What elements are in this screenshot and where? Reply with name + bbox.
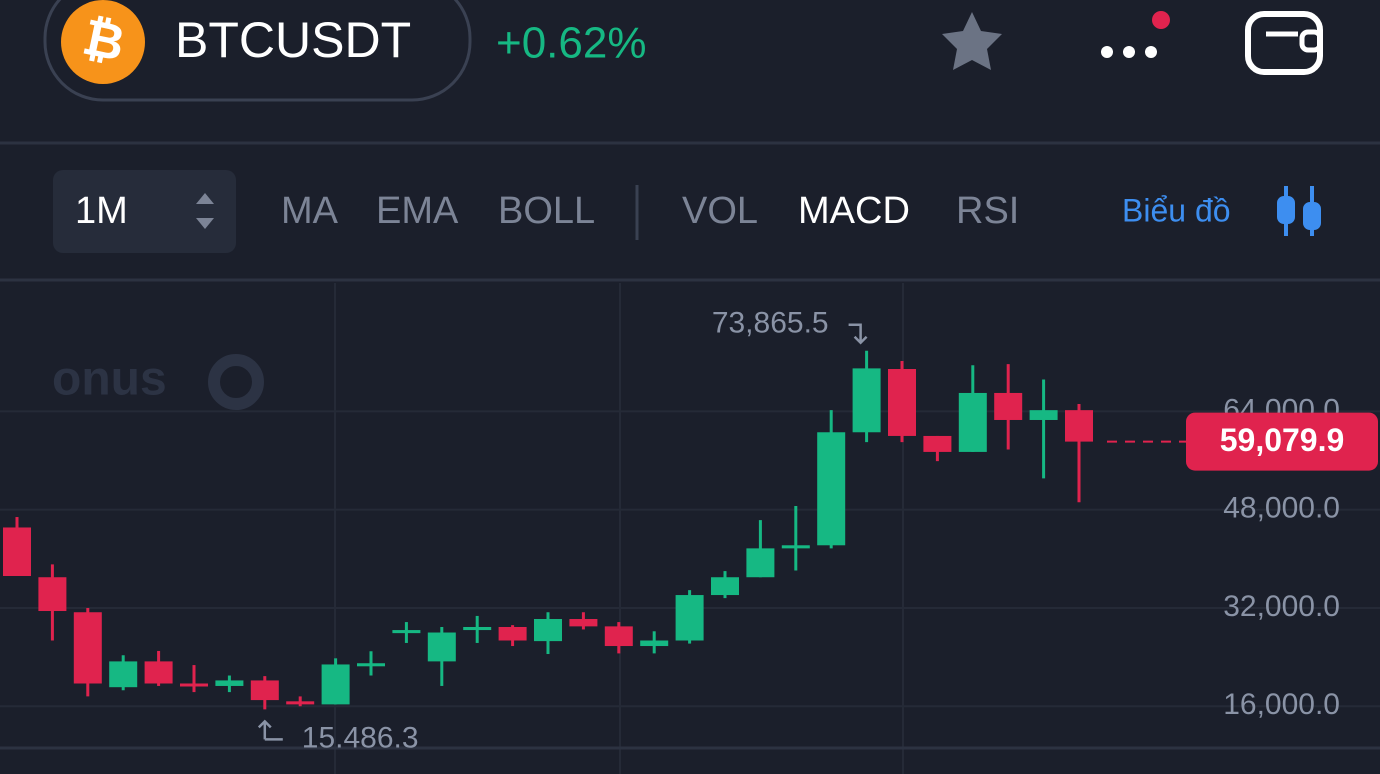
interval: 1M bbox=[75, 190, 128, 232]
symbol-pill[interactable] bbox=[43, 0, 472, 102]
symbol: BTCUSDT bbox=[175, 12, 411, 68]
candle-body bbox=[711, 577, 739, 596]
candle-body bbox=[888, 368, 916, 436]
min-arrow bbox=[257, 719, 283, 741]
wallet-icon[interactable] bbox=[1245, 11, 1323, 75]
min-label: 15.486.3 bbox=[302, 721, 419, 754]
y-tick-label: 32,000.0 bbox=[1223, 590, 1340, 623]
candle-body bbox=[569, 619, 598, 627]
candle-body bbox=[180, 683, 208, 687]
candle-body bbox=[1029, 410, 1058, 420]
indicator[interactable]: VOL bbox=[682, 190, 758, 232]
star-icon[interactable] bbox=[942, 12, 1002, 70]
candle-body bbox=[321, 664, 350, 705]
chart-link[interactable]: Biểu đồ bbox=[1122, 192, 1231, 228]
y-tick-label: 16,000.0 bbox=[1223, 688, 1340, 721]
candle-body bbox=[463, 626, 492, 631]
candle-body bbox=[215, 680, 244, 686]
change: +0.62% bbox=[496, 19, 646, 68]
watermark: onus bbox=[52, 353, 167, 406]
candle-body bbox=[357, 663, 385, 667]
indicator[interactable]: RSI bbox=[956, 190, 1019, 232]
candle-body bbox=[640, 640, 669, 647]
max-label: 73,865.5 bbox=[712, 307, 829, 340]
candle-body bbox=[994, 392, 1023, 420]
candle-body bbox=[144, 661, 173, 684]
last-price-label: 59,079.9 bbox=[1220, 422, 1345, 458]
candle-body bbox=[286, 701, 315, 705]
indicator[interactable]: MA bbox=[281, 190, 339, 232]
candle-body bbox=[392, 630, 421, 634]
candle-body bbox=[250, 680, 279, 701]
candle-body bbox=[1065, 410, 1093, 442]
candle-body bbox=[3, 527, 31, 577]
last-price-tag bbox=[1186, 412, 1378, 471]
candle-body bbox=[534, 619, 562, 642]
candle-body bbox=[604, 626, 633, 647]
candle-icon bbox=[1277, 186, 1321, 236]
candle-body bbox=[427, 632, 456, 662]
candle-body bbox=[746, 548, 775, 578]
indicator-active[interactable]: MACD bbox=[798, 190, 910, 232]
candle-body bbox=[109, 661, 138, 688]
indicator[interactable]: EMA bbox=[376, 190, 459, 232]
watermark-logo bbox=[208, 354, 264, 410]
candle-body bbox=[498, 626, 527, 641]
candle-body bbox=[958, 392, 987, 452]
candle-body bbox=[781, 545, 810, 549]
more-icon[interactable] bbox=[1101, 11, 1170, 58]
candle-body bbox=[38, 577, 67, 612]
candle-body bbox=[817, 432, 846, 546]
candle-body bbox=[675, 595, 704, 641]
max-arrow bbox=[848, 323, 868, 345]
coin-icon bbox=[61, 0, 145, 84]
select-arrows bbox=[196, 193, 214, 229]
candle-body bbox=[73, 612, 102, 684]
indicator[interactable]: BOLL bbox=[498, 190, 595, 232]
candle-body bbox=[923, 435, 952, 452]
y-tick-label: 48,000.0 bbox=[1223, 492, 1340, 525]
interval-select[interactable] bbox=[53, 170, 236, 253]
candle-body bbox=[852, 368, 881, 433]
